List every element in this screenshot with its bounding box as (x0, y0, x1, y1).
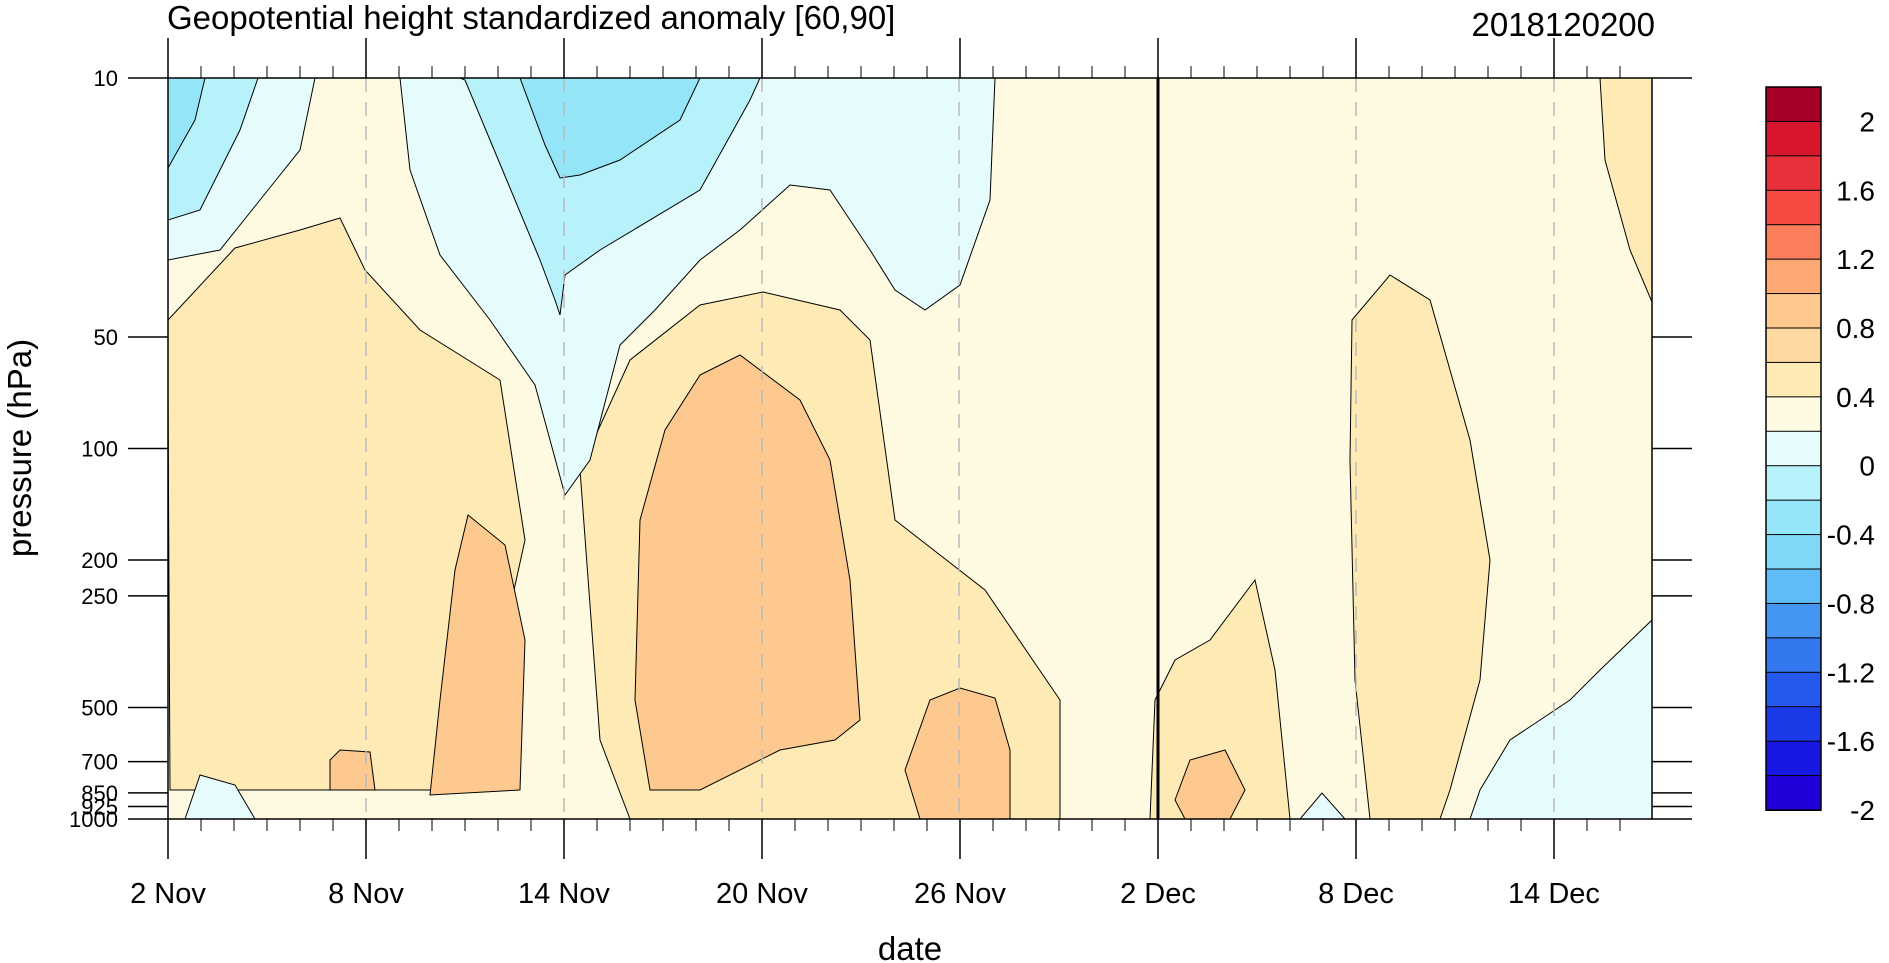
colorbar-label: -0.4 (1827, 520, 1875, 551)
colorbar: 2 1.6 1.2 0.8 0.4 0 -0.4 -0.8 -1.2 -1.6 -2 (1765, 86, 1875, 826)
colorbar-swatch (1765, 465, 1822, 502)
positive-region-04to08-a (429, 514, 526, 796)
positive-region-04to08-c (634, 354, 861, 791)
x-tick-label: 8 Dec (1318, 878, 1394, 910)
colorbar-swatch (1765, 224, 1822, 261)
x-tick-label: 14 Dec (1508, 878, 1600, 910)
positive-region-04to08-e (1174, 749, 1246, 819)
colorbar-swatch (1765, 671, 1822, 708)
negative-region-m08-b (519, 78, 701, 179)
x-tick-label: 14 Nov (518, 878, 610, 910)
colorbar-label: 1.2 (1836, 244, 1875, 275)
colorbar-swatch (1765, 706, 1822, 743)
y-tick-label: 50 (94, 325, 118, 350)
positive-region-0to04-forecast (1149, 578, 1291, 819)
y-tick-label: 500 (81, 695, 118, 720)
negative-region-m04-b (459, 78, 761, 316)
positive-region-0to04-early (168, 217, 526, 791)
chart-title: Geopotential height standardized anomaly… (167, 0, 895, 36)
colorbar-swatch (1765, 86, 1822, 123)
negative-region-m08-a (168, 78, 206, 170)
colorbar-swatch (1765, 740, 1822, 777)
colorbar-swatch (1765, 327, 1822, 364)
x-tick-label: 20 Nov (716, 878, 808, 910)
colorbar-swatch (1765, 775, 1822, 811)
colorbar-swatch (1765, 155, 1822, 192)
colorbar-label: 0 (1859, 451, 1875, 482)
x-tick-label: 8 Nov (328, 878, 404, 910)
colorbar-swatch (1765, 534, 1822, 570)
y-axis-title: pressure (hPa) (1, 339, 38, 557)
colorbar-label: 2 (1859, 106, 1875, 137)
x-axis-title: date (878, 930, 942, 963)
colorbar-label: 1.6 (1836, 175, 1875, 206)
y-tick-label: 850 (81, 781, 118, 806)
y-tick-label: 10 (94, 66, 118, 91)
positive-region-04to08-d (904, 687, 1011, 819)
colorbar-label: -2 (1850, 795, 1875, 826)
colorbar-swatch (1765, 637, 1822, 674)
x-axis-ticks: 2 Nov 8 Nov 14 Nov 20 Nov 26 Nov 2 Dec 8 Dec 14… (130, 38, 1621, 910)
positive-region-0to04-corner (1599, 78, 1652, 303)
date-label: 2018120200 (1471, 6, 1655, 43)
colorbar-label: -1.6 (1827, 726, 1875, 757)
colorbar-label: 0.4 (1836, 382, 1875, 413)
x-tick-label: 2 Dec (1120, 878, 1196, 910)
colorbar-swatch (1765, 430, 1822, 467)
colorbar-swatch (1765, 396, 1822, 433)
colorbar-label: -0.8 (1827, 588, 1875, 619)
colorbar-swatch (1765, 189, 1822, 226)
y-tick-label: 700 (81, 750, 118, 775)
colorbar-label: 0.8 (1836, 313, 1875, 344)
y-tick-label: 100 (81, 437, 118, 462)
y-tick-label: 1000 (69, 807, 118, 832)
colorbar-swatch (1765, 120, 1822, 157)
negative-region-dec-lower (1469, 619, 1652, 819)
colorbar-frame (1765, 86, 1822, 811)
colorbar-swatch (1765, 602, 1822, 639)
colorbar-swatch (1765, 293, 1822, 330)
colorbar-swatch (1765, 258, 1822, 295)
colorbar-swatch (1765, 361, 1822, 398)
colorbar-swatch (1765, 499, 1822, 536)
positive-region-0to04-dec (1349, 274, 1491, 819)
colorbar-label: -1.2 (1827, 657, 1875, 688)
x-tick-label: 2 Nov (130, 878, 206, 910)
negative-region-small-b (1299, 792, 1346, 819)
y-tick-label: 925 (81, 794, 118, 819)
contour-field (168, 78, 1652, 819)
x-tick-label: 26 Nov (914, 878, 1006, 910)
gridlines (365, 78, 1555, 819)
colorbar-swatch (1765, 568, 1822, 605)
negative-region-small-a (184, 774, 256, 819)
y-tick-label: 200 (81, 548, 118, 573)
y-tick-label: 250 (81, 584, 118, 609)
positive-region-04to08-b (329, 749, 376, 791)
